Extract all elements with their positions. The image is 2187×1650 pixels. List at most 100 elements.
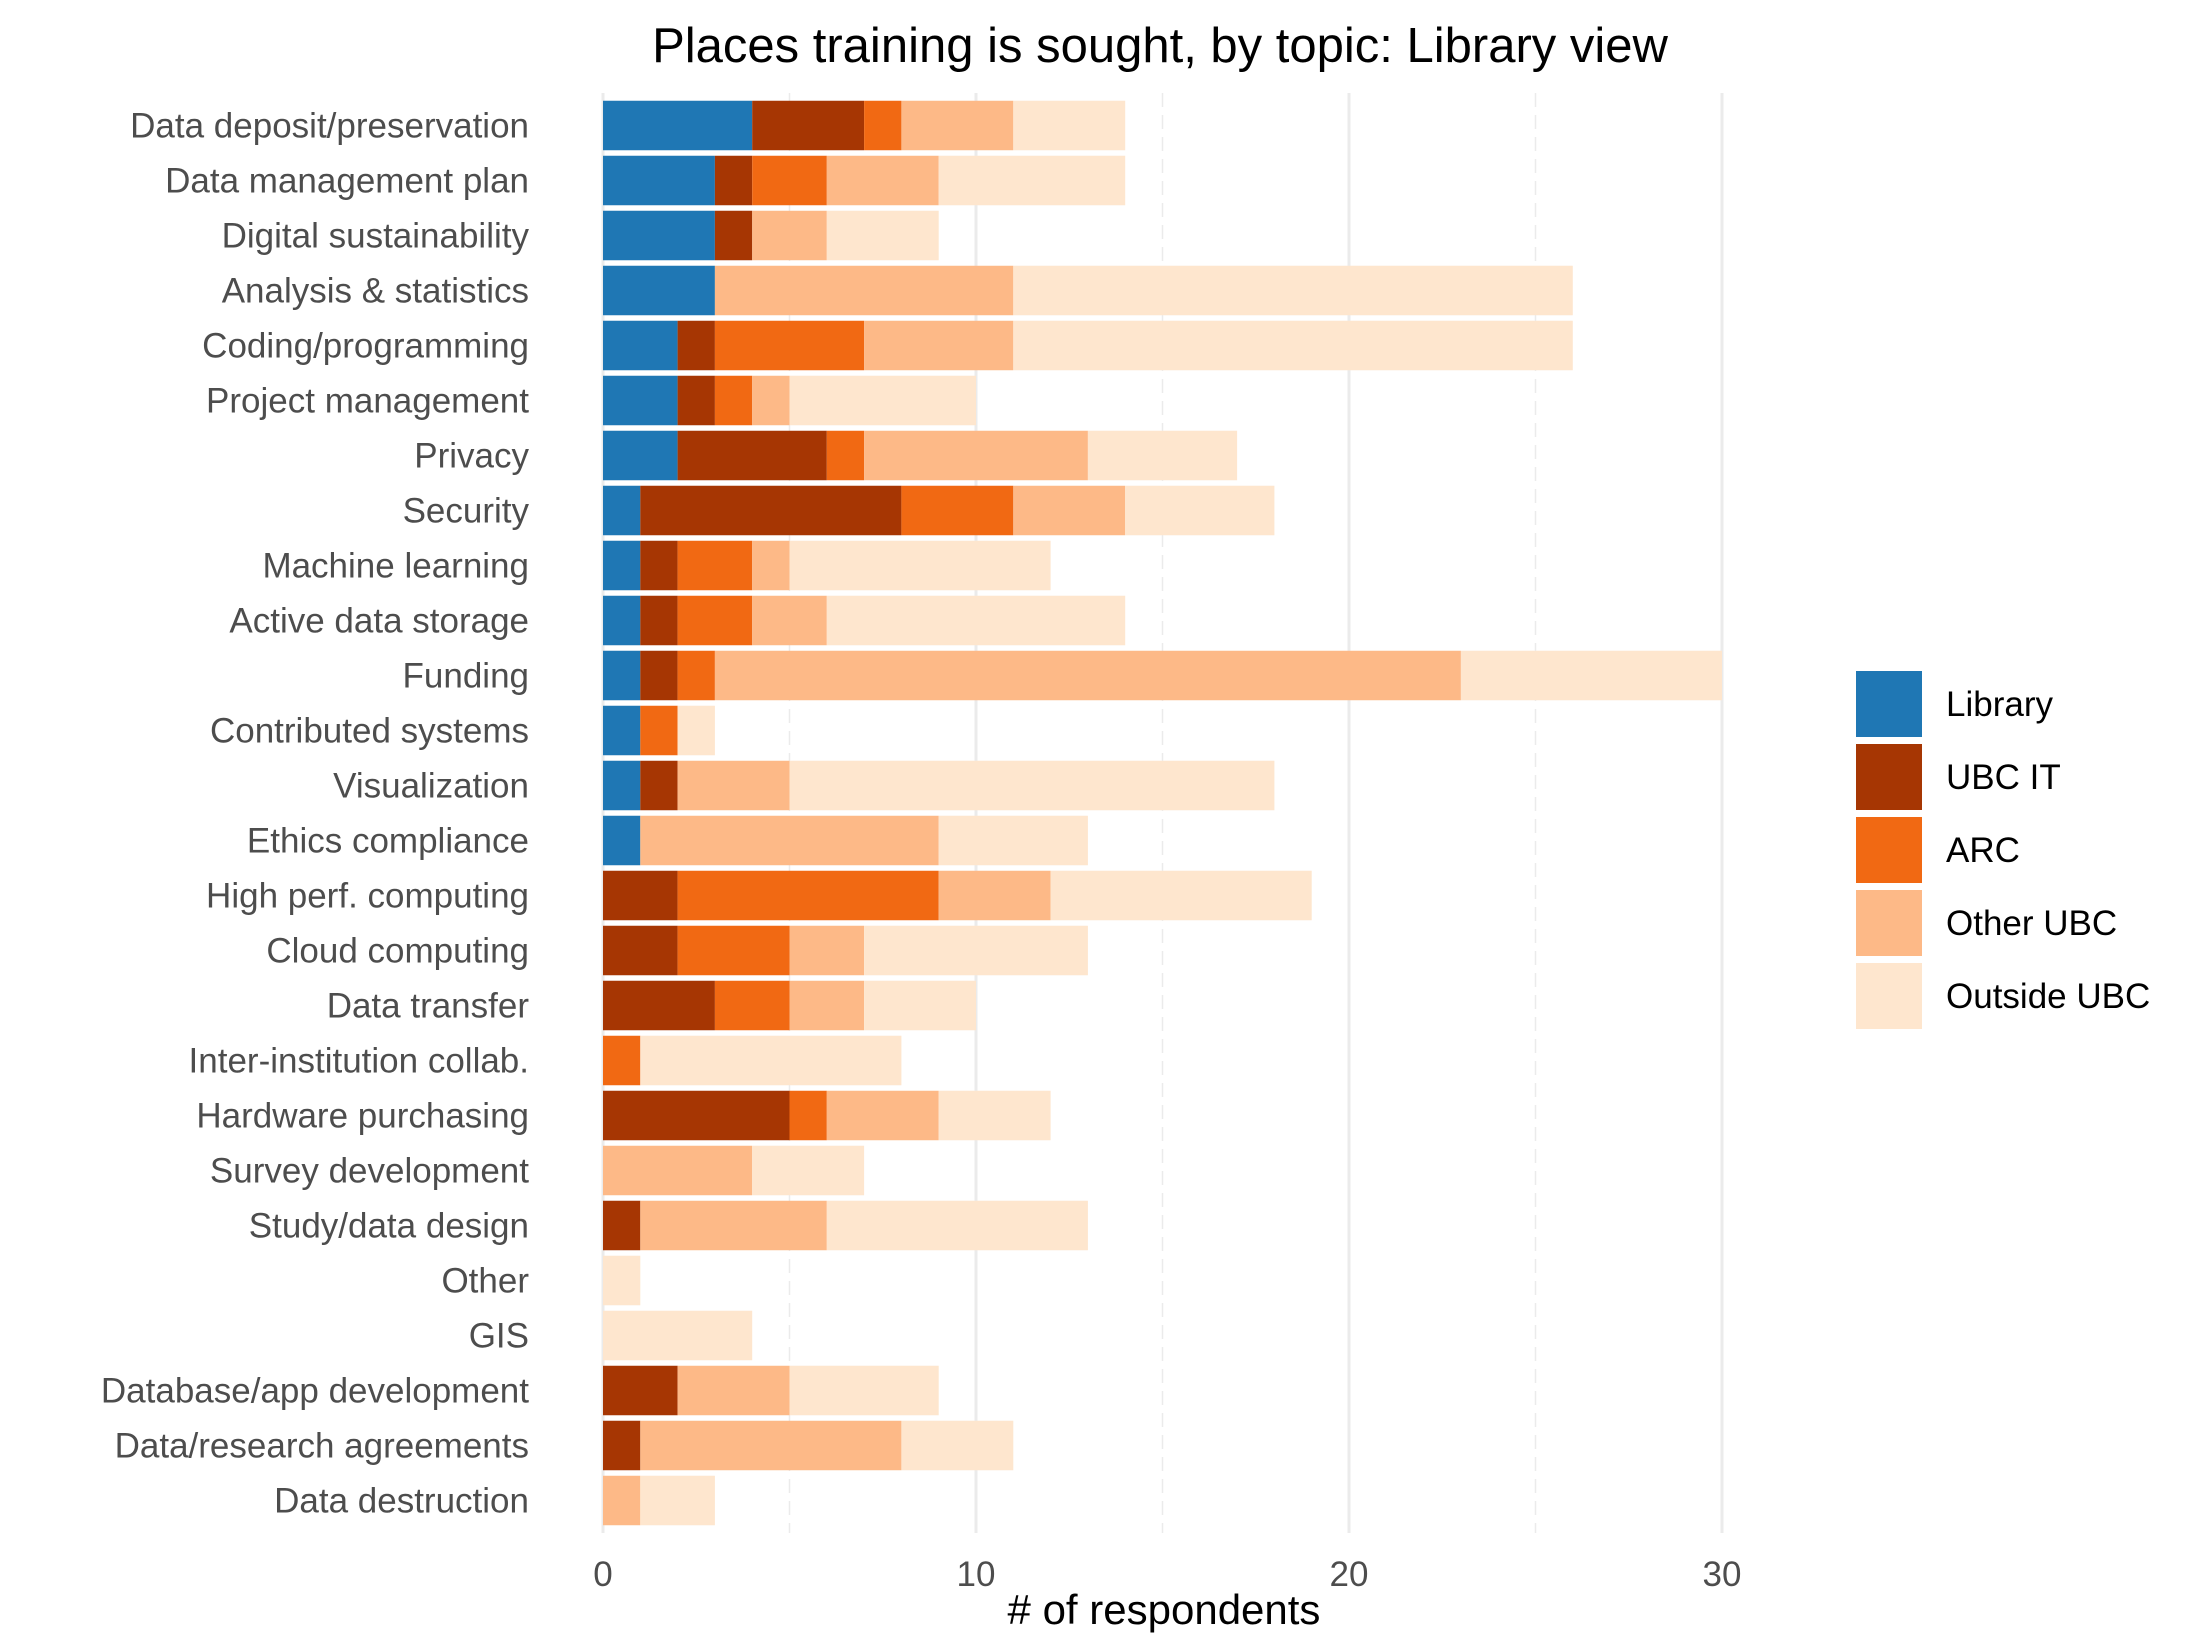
bar-segment (938, 815, 1088, 866)
x-tick-label: 10 (957, 1555, 996, 1594)
x-tick-label: 30 (1703, 1555, 1742, 1594)
category-label: Security (403, 492, 530, 531)
bar-segment (826, 1200, 1088, 1251)
bar-segment (789, 1365, 939, 1416)
bar-segment (603, 595, 641, 646)
bar-segment (826, 210, 939, 261)
bar-segment (714, 980, 790, 1031)
category-label: Privacy (414, 437, 529, 476)
bar-segment (640, 650, 678, 701)
bar-segment (1050, 870, 1312, 921)
bar-segment (901, 1420, 1014, 1471)
bar-segment (789, 375, 976, 426)
legend-swatch (1856, 817, 1922, 883)
bar-segment (640, 1035, 902, 1086)
bar-segment (677, 705, 715, 756)
bar-segment (752, 595, 827, 646)
bar-segment (752, 155, 827, 206)
bar-segment (640, 705, 678, 756)
x-tick-label: 0 (593, 1555, 612, 1594)
bar-segment (603, 760, 641, 811)
bar-segment (603, 320, 678, 371)
chart-title: Places training is sought, by topic: Lib… (652, 19, 1668, 73)
bar-segment (603, 815, 641, 866)
bar-segment (603, 540, 641, 591)
bar-segment (640, 595, 678, 646)
category-label: Data deposit/preservation (130, 107, 529, 146)
bar-segment (714, 650, 1461, 701)
bar-segment (603, 485, 641, 536)
bar-segment (677, 925, 790, 976)
category-label: Other (441, 1262, 529, 1301)
bar-segment (789, 980, 865, 1031)
bar-segment (901, 485, 1014, 536)
bar-segment (714, 375, 753, 426)
category-label: Ethics compliance (247, 822, 529, 861)
bar-segment (677, 320, 715, 371)
category-label: Contributed systems (210, 712, 529, 751)
bar-segment (603, 210, 715, 261)
legend-swatch (1856, 744, 1922, 810)
bar-segment (901, 100, 1014, 151)
bar-segment (640, 485, 902, 536)
bar-segment (603, 1090, 790, 1141)
legend-swatch (1856, 963, 1922, 1029)
category-label: Machine learning (262, 547, 529, 586)
category-label: Coding/programming (202, 327, 529, 366)
bar-segment (603, 870, 678, 921)
bar-segment (677, 375, 715, 426)
category-label: Project management (206, 382, 529, 421)
bar-segment (640, 1420, 902, 1471)
category-label: Visualization (333, 767, 529, 806)
bar-segment (677, 760, 790, 811)
legend-swatch (1856, 890, 1922, 956)
bar-segment (752, 1145, 865, 1196)
bar-segment (789, 1090, 827, 1141)
category-label: High perf. computing (206, 877, 529, 916)
bar-segment (938, 1090, 1051, 1141)
bar-segment (752, 210, 827, 261)
bar-segment (714, 265, 1014, 316)
x-axis-ticks: 0 10 20 30 (593, 1555, 1741, 1594)
bar-segment (603, 1475, 641, 1526)
bar-segment (864, 430, 1088, 481)
bar-segment (1125, 485, 1275, 536)
bar-segment (603, 1200, 641, 1251)
bar-segment (826, 595, 1126, 646)
category-label: Inter-institution collab. (189, 1042, 529, 1081)
category-label: Funding (403, 657, 529, 696)
bar-segment (603, 1255, 641, 1306)
bar-segment (677, 540, 753, 591)
bar-segment (677, 650, 715, 701)
bar-segment (640, 815, 939, 866)
bar-segment (677, 595, 753, 646)
bar-segment (603, 375, 678, 426)
bar-segment (677, 1365, 790, 1416)
bar-segment (603, 1035, 641, 1086)
bar-segment (603, 980, 715, 1031)
bar-segment (603, 925, 678, 976)
category-label: Data/research agreements (115, 1427, 529, 1466)
bar-segment (677, 430, 827, 481)
bar-segment (603, 1365, 678, 1416)
bar-segment (864, 320, 1014, 371)
legend-label: ARC (1946, 831, 2020, 870)
bar-segment (864, 980, 976, 1031)
bar-segment (864, 925, 1088, 976)
bar-segment (640, 1475, 715, 1526)
bar-segment (603, 1310, 753, 1361)
category-label: Data transfer (327, 987, 530, 1026)
bar-segment (714, 210, 753, 261)
bar-segment (938, 155, 1126, 206)
bar-segment (1087, 430, 1238, 481)
legend-label: UBC IT (1946, 758, 2061, 797)
bar-segment (1013, 485, 1126, 536)
bar-segment (603, 705, 641, 756)
bar-segment (1460, 650, 1722, 701)
bar-segment (1013, 265, 1573, 316)
bars (603, 100, 1722, 1526)
bar-segment (640, 1200, 827, 1251)
bar-segment (1013, 100, 1126, 151)
bar-segment (752, 540, 790, 591)
